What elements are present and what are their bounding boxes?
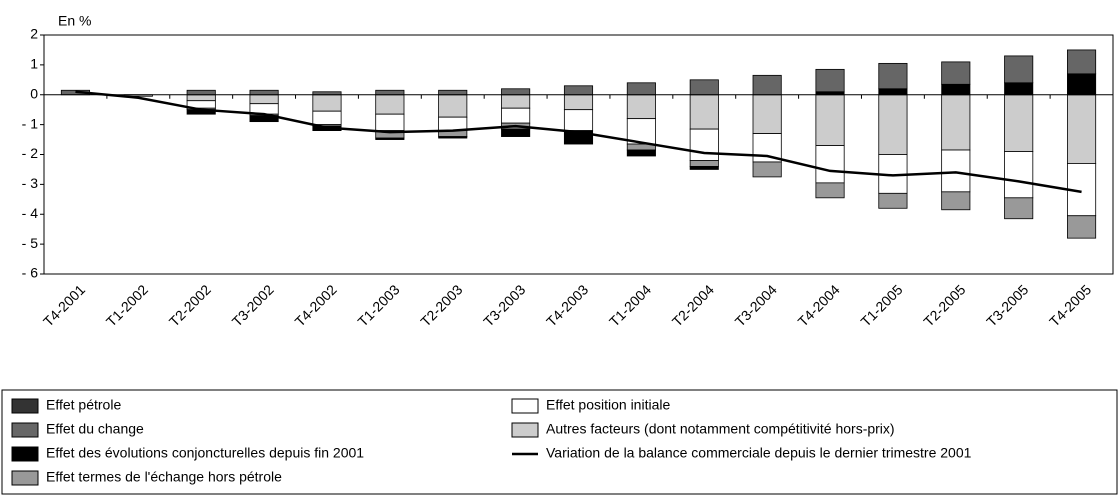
bar-segment <box>438 116 468 131</box>
bar-segment <box>1004 197 1034 220</box>
x-tick-label: T3-2004 <box>732 281 780 329</box>
bar-segment <box>941 94 971 151</box>
x-tick-label: T2-2003 <box>417 281 465 329</box>
legend-label: Effet pétrole <box>46 397 121 413</box>
bar-segment <box>815 68 845 93</box>
bar-segment <box>1067 73 1097 96</box>
y-tick-label: 2 <box>30 26 38 42</box>
x-tick-label: T3-2002 <box>229 281 277 329</box>
bar-segment <box>501 94 531 109</box>
y-tick-label: - 4 <box>22 205 39 221</box>
bar-segment <box>878 94 908 155</box>
legend-label: Variation de la balance commerciale depu… <box>546 445 972 461</box>
bar-segment <box>249 115 279 123</box>
bar-segment <box>626 94 656 120</box>
bar-segment <box>312 94 342 112</box>
bar-segment <box>375 113 405 131</box>
bar-segment <box>752 94 782 134</box>
legend-swatch <box>511 398 539 414</box>
bar-segment <box>1067 215 1097 239</box>
x-tick-label: T1-2002 <box>103 281 151 329</box>
bar-segment <box>878 62 908 90</box>
bar-segment <box>752 74 782 96</box>
bar-segment <box>563 94 594 111</box>
bar-segment <box>689 160 719 167</box>
bar-segment <box>878 88 908 96</box>
legend-label: Effet des évolutions conjoncturelles dep… <box>46 445 364 461</box>
bar-segment <box>1004 82 1034 96</box>
legend-label: Effet position initiale <box>546 397 670 413</box>
bar-segment <box>563 109 594 132</box>
balance-line <box>75 90 1082 194</box>
x-tick-label: T1-2005 <box>857 281 905 329</box>
bar-segment <box>501 107 531 124</box>
bar-segment <box>249 89 279 96</box>
legend-swatch <box>11 470 39 486</box>
x-tick-label: T4-2002 <box>292 281 340 329</box>
bar-segment <box>815 145 845 184</box>
y-tick-label: 1 <box>30 56 38 72</box>
bar-segment <box>375 94 405 115</box>
legend-swatch <box>11 422 39 438</box>
x-tick-label: T3-2005 <box>983 281 1031 329</box>
bar-segment <box>941 191 971 211</box>
bar-segment <box>1004 94 1034 152</box>
bar-segment <box>563 85 594 96</box>
bar-segment <box>1004 55 1034 84</box>
x-tick-label: T2-2002 <box>166 281 214 329</box>
legend-box <box>1 389 1118 495</box>
bar-segment <box>501 128 531 137</box>
y-tick-label: - 5 <box>22 235 39 251</box>
legend-label: Effet termes de l'échange hors pétrole <box>46 469 282 485</box>
bar-segment <box>375 137 405 140</box>
bar-segment <box>186 94 216 102</box>
legend-label: Autres facteurs (dont notamment compétit… <box>546 421 895 437</box>
x-tick-label: T4-2003 <box>543 281 591 329</box>
bar-segment <box>1067 94 1097 164</box>
bar-segment <box>249 94 279 105</box>
x-tick-label: T4-2004 <box>795 281 843 329</box>
x-tick-label: T1-2004 <box>606 281 654 329</box>
y-tick-label: - 3 <box>22 175 39 191</box>
y-tick-label: 0 <box>30 85 38 101</box>
bar-segment <box>941 83 971 96</box>
bar-segment <box>689 94 719 130</box>
y-tick-label: - 6 <box>22 265 39 281</box>
legend-swatch <box>11 398 39 414</box>
x-tick-label: T4-2005 <box>1046 281 1094 329</box>
bar-segment <box>815 182 845 199</box>
x-tick-label: T3-2003 <box>480 281 528 329</box>
bar-segment <box>438 89 468 96</box>
bar-segment <box>1004 151 1034 199</box>
bar-segment <box>375 89 405 96</box>
x-tick-label: T1-2003 <box>354 281 402 329</box>
bar-segment <box>941 61 971 85</box>
bar-segment <box>689 128 719 161</box>
bar-segment <box>752 161 782 178</box>
x-tick-label: T2-2005 <box>920 281 968 329</box>
bar-segment <box>1067 49 1097 75</box>
bar-segment <box>815 94 845 146</box>
bar-segment <box>878 192 908 209</box>
bar-segment <box>186 89 216 96</box>
bar-segment <box>438 136 468 139</box>
bar-segment <box>501 88 531 96</box>
bar-segment <box>689 79 719 96</box>
bar-segment <box>438 94 468 118</box>
bar-segment <box>626 82 656 96</box>
y-axis-unit: En % <box>58 13 91 29</box>
y-tick-label: - 1 <box>22 115 39 131</box>
legend-swatch <box>511 422 539 438</box>
legend-label: Effet du change <box>46 421 144 437</box>
y-tick-label: - 2 <box>22 145 39 161</box>
bar-segment <box>689 166 719 170</box>
x-tick-label: T4-2001 <box>40 281 88 329</box>
bar-segment <box>626 149 656 157</box>
bar-segment <box>312 110 342 126</box>
legend-swatch <box>11 446 39 462</box>
x-tick-label: T2-2004 <box>669 281 717 329</box>
bar-segment <box>941 149 971 193</box>
